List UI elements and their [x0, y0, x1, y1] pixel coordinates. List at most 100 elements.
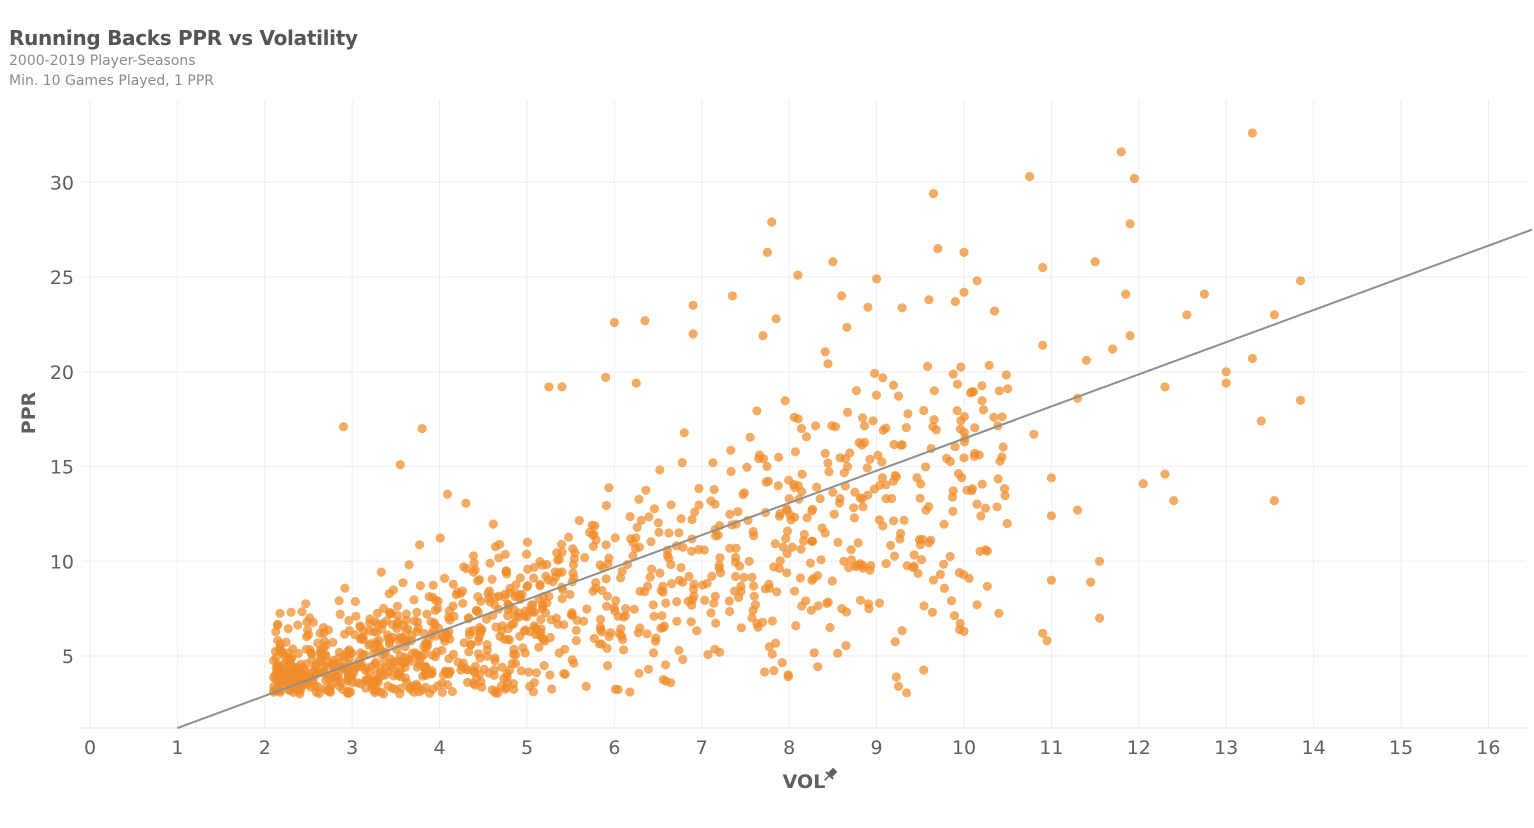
- data-point[interactable]: [1138, 479, 1148, 489]
- data-point[interactable]: [464, 630, 475, 640]
- data-point[interactable]: [915, 493, 925, 503]
- data-point[interactable]: [1269, 310, 1279, 320]
- data-point[interactable]: [515, 573, 525, 583]
- data-point[interactable]: [528, 600, 538, 611]
- data-point[interactable]: [625, 687, 635, 697]
- data-point[interactable]: [360, 650, 370, 660]
- data-point[interactable]: [868, 416, 878, 426]
- data-point[interactable]: [796, 544, 806, 554]
- data-point[interactable]: [485, 558, 495, 568]
- data-point[interactable]: [574, 515, 584, 526]
- data-point[interactable]: [764, 642, 774, 652]
- data-point[interactable]: [858, 502, 868, 512]
- data-point[interactable]: [903, 409, 913, 419]
- data-point[interactable]: [610, 533, 620, 543]
- data-point[interactable]: [959, 247, 969, 257]
- data-point[interactable]: [738, 490, 748, 500]
- data-point[interactable]: [709, 484, 719, 495]
- data-point[interactable]: [473, 576, 483, 586]
- data-point[interactable]: [475, 653, 485, 663]
- data-point[interactable]: [490, 653, 500, 663]
- data-point[interactable]: [924, 295, 934, 305]
- data-point[interactable]: [595, 614, 606, 625]
- data-point[interactable]: [657, 611, 667, 621]
- data-point[interactable]: [822, 598, 832, 609]
- data-point[interactable]: [801, 432, 812, 442]
- data-point[interactable]: [893, 681, 904, 691]
- data-point[interactable]: [350, 596, 360, 607]
- data-point[interactable]: [857, 413, 868, 423]
- data-point[interactable]: [601, 540, 611, 550]
- data-point[interactable]: [459, 638, 469, 648]
- data-point[interactable]: [745, 432, 755, 442]
- data-point[interactable]: [609, 317, 620, 328]
- data-point[interactable]: [919, 405, 929, 416]
- data-point[interactable]: [790, 586, 800, 596]
- data-point[interactable]: [678, 654, 688, 665]
- data-point[interactable]: [799, 536, 809, 546]
- data-point[interactable]: [1025, 172, 1035, 182]
- data-point[interactable]: [1182, 310, 1192, 320]
- data-point[interactable]: [307, 649, 317, 659]
- data-point[interactable]: [736, 623, 747, 633]
- y-axis-title[interactable]: PPR: [18, 391, 40, 434]
- data-point[interactable]: [982, 581, 992, 591]
- data-point[interactable]: [544, 382, 554, 392]
- data-point[interactable]: [1086, 577, 1096, 587]
- data-point[interactable]: [767, 616, 778, 626]
- data-point[interactable]: [1108, 344, 1118, 354]
- data-point[interactable]: [651, 633, 661, 643]
- data-point[interactable]: [543, 575, 553, 585]
- data-point[interactable]: [708, 458, 718, 468]
- data-point[interactable]: [871, 390, 882, 400]
- data-point[interactable]: [924, 502, 934, 512]
- data-point[interactable]: [646, 537, 656, 547]
- data-point[interactable]: [990, 306, 1000, 316]
- data-point[interactable]: [824, 467, 834, 477]
- data-point[interactable]: [689, 591, 699, 601]
- data-point[interactable]: [927, 607, 938, 617]
- data-point[interactable]: [972, 600, 982, 610]
- data-point[interactable]: [428, 580, 438, 590]
- data-point[interactable]: [875, 480, 885, 490]
- data-point[interactable]: [813, 662, 823, 672]
- data-point[interactable]: [919, 601, 929, 611]
- data-point[interactable]: [981, 545, 991, 555]
- data-point[interactable]: [857, 440, 867, 450]
- data-point[interactable]: [468, 666, 478, 676]
- data-point[interactable]: [703, 649, 713, 660]
- data-point[interactable]: [327, 659, 337, 669]
- data-point[interactable]: [984, 360, 994, 370]
- data-point[interactable]: [458, 586, 468, 596]
- data-point[interactable]: [762, 461, 772, 471]
- data-point[interactable]: [1221, 367, 1231, 377]
- data-point[interactable]: [739, 572, 749, 583]
- data-point[interactable]: [688, 329, 698, 339]
- data-point[interactable]: [634, 668, 644, 678]
- data-point[interactable]: [1073, 505, 1083, 515]
- data-point[interactable]: [553, 555, 563, 565]
- data-point[interactable]: [371, 686, 381, 696]
- data-point[interactable]: [1121, 289, 1131, 299]
- data-point[interactable]: [604, 483, 614, 493]
- data-point[interactable]: [511, 580, 521, 590]
- data-point[interactable]: [394, 670, 404, 681]
- data-point[interactable]: [952, 379, 963, 389]
- data-point[interactable]: [293, 672, 303, 683]
- data-point[interactable]: [679, 428, 689, 438]
- data-point[interactable]: [998, 442, 1008, 452]
- data-point[interactable]: [760, 667, 770, 677]
- data-point[interactable]: [296, 659, 306, 669]
- data-point[interactable]: [570, 548, 580, 558]
- data-point[interactable]: [521, 625, 531, 635]
- data-point[interactable]: [823, 359, 833, 369]
- data-point[interactable]: [709, 598, 719, 608]
- data-point[interactable]: [554, 568, 564, 578]
- data-point[interactable]: [956, 362, 966, 372]
- data-point[interactable]: [850, 487, 860, 497]
- data-point[interactable]: [370, 659, 380, 669]
- data-point[interactable]: [1221, 378, 1231, 388]
- data-point[interactable]: [442, 489, 453, 499]
- data-point[interactable]: [582, 604, 592, 614]
- data-point[interactable]: [473, 592, 483, 602]
